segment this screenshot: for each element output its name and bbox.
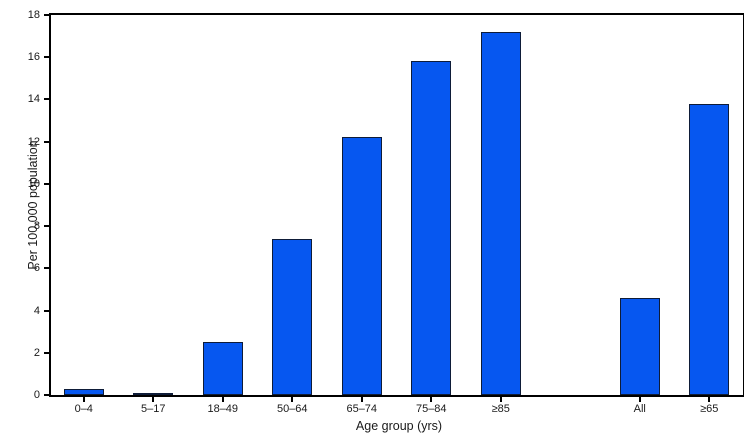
x-tick-label: All bbox=[633, 403, 646, 415]
y-tick-label: 14 bbox=[27, 93, 40, 106]
x-axis-title: Age group (yrs) bbox=[355, 419, 443, 433]
y-tick-label: 12 bbox=[27, 135, 40, 148]
y-tick bbox=[44, 309, 49, 312]
x-tick bbox=[291, 397, 294, 402]
bar-18–49 bbox=[202, 342, 243, 395]
y-tick bbox=[44, 394, 49, 396]
x-tick bbox=[152, 397, 155, 402]
bar-5–17 bbox=[133, 393, 174, 395]
x-tick-label: 65–74 bbox=[346, 403, 378, 415]
y-tick-label: 10 bbox=[27, 177, 40, 190]
x-tick bbox=[638, 397, 641, 402]
x-tick-label: 0–4 bbox=[74, 403, 93, 415]
y-tick-label: 8 bbox=[33, 220, 40, 233]
bar-0–4 bbox=[63, 389, 104, 395]
x-tick bbox=[430, 397, 433, 402]
y-tick-label: 6 bbox=[33, 262, 40, 275]
y-tick bbox=[44, 225, 49, 228]
bar-≥65 bbox=[689, 104, 730, 395]
y-tick-label: 18 bbox=[27, 9, 40, 21]
y-tick bbox=[44, 140, 49, 143]
bar-50–64 bbox=[272, 239, 313, 395]
y-tick-label: 16 bbox=[27, 51, 40, 64]
x-tick bbox=[221, 397, 224, 402]
y-tick bbox=[44, 98, 49, 101]
x-tick-label: 50–64 bbox=[276, 403, 308, 415]
y-tick bbox=[44, 182, 49, 185]
x-tick bbox=[499, 397, 502, 402]
x-tick-label: 75–84 bbox=[415, 403, 447, 415]
bar-65–74 bbox=[341, 137, 382, 395]
bar-All bbox=[619, 298, 660, 395]
x-tick-label: ≥65 bbox=[700, 403, 719, 415]
y-axis-title: Per 100,000 population bbox=[26, 140, 40, 270]
y-tick-label: 2 bbox=[33, 346, 40, 359]
x-tick-label: 5–17 bbox=[141, 403, 166, 415]
bar-≥85 bbox=[480, 32, 521, 395]
x-tick bbox=[82, 397, 85, 402]
x-tick-label: ≥85 bbox=[491, 403, 510, 415]
y-tick bbox=[44, 56, 49, 59]
bar-75–84 bbox=[411, 61, 452, 395]
x-tick bbox=[708, 397, 711, 402]
x-tick bbox=[360, 397, 363, 402]
y-tick-label: 0 bbox=[33, 389, 40, 401]
y-tick-label: 4 bbox=[33, 304, 40, 317]
y-tick bbox=[44, 14, 49, 16]
y-tick bbox=[44, 267, 49, 270]
plot-area bbox=[49, 13, 744, 397]
y-tick bbox=[44, 351, 49, 354]
x-tick-label: 18–49 bbox=[207, 403, 239, 415]
